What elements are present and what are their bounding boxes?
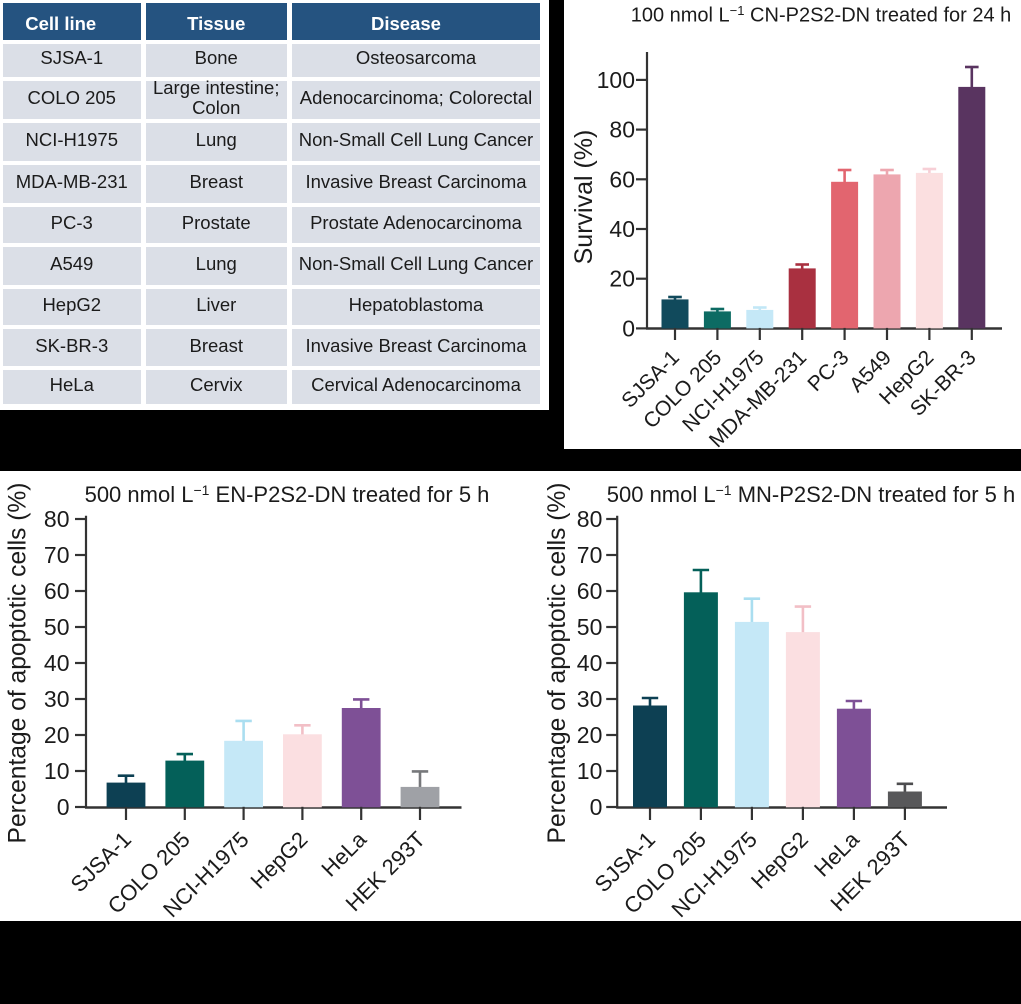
svg-text:Percentage of apoptotic cells: Percentage of apoptotic cells (%)	[544, 483, 571, 844]
svg-text:100 nmol L−1 CN-P2S2-DN treate: 100 nmol L−1 CN-P2S2-DN treated for 24 h	[631, 3, 1012, 27]
svg-text:70: 70	[44, 542, 70, 568]
svg-text:20: 20	[609, 266, 635, 292]
svg-text:20: 20	[577, 722, 603, 748]
svg-text:HeLa: HeLa	[316, 826, 371, 881]
svg-text:0: 0	[57, 794, 70, 820]
svg-text:0: 0	[622, 315, 635, 341]
svg-text:60: 60	[609, 166, 635, 192]
svg-text:70: 70	[577, 542, 603, 568]
svg-text:60: 60	[577, 578, 603, 604]
svg-text:50: 50	[44, 614, 70, 640]
svg-text:0: 0	[590, 794, 603, 820]
svg-text:30: 30	[577, 686, 603, 712]
svg-text:80: 80	[577, 506, 603, 532]
svg-text:40: 40	[577, 650, 603, 676]
svg-text:100: 100	[597, 67, 635, 93]
svg-text:60: 60	[44, 578, 70, 604]
svg-text:500 nmol L−1 MN-P2S2-DN treate: 500 nmol L−1 MN-P2S2-DN treated for 5 h	[607, 482, 1016, 507]
svg-text:PC-3: PC-3	[803, 346, 853, 396]
svg-text:40: 40	[609, 216, 635, 242]
svg-text:10: 10	[44, 758, 70, 784]
svg-text:HepG2: HepG2	[746, 827, 813, 894]
svg-text:80: 80	[44, 506, 70, 532]
svg-text:10: 10	[577, 758, 603, 784]
svg-text:40: 40	[44, 650, 70, 676]
svg-text:500 nmol L−1 EN-P2S2-DN treate: 500 nmol L−1 EN-P2S2-DN treated for 5 h	[85, 482, 490, 507]
svg-text:80: 80	[609, 117, 635, 143]
svg-text:Survival (%): Survival (%)	[570, 130, 598, 265]
svg-text:20: 20	[44, 722, 70, 748]
svg-text:Percentage of apoptotic cells: Percentage of apoptotic cells (%)	[5, 483, 32, 844]
svg-text:30: 30	[44, 686, 70, 712]
svg-text:HepG2: HepG2	[245, 827, 312, 894]
svg-text:50: 50	[577, 614, 603, 640]
